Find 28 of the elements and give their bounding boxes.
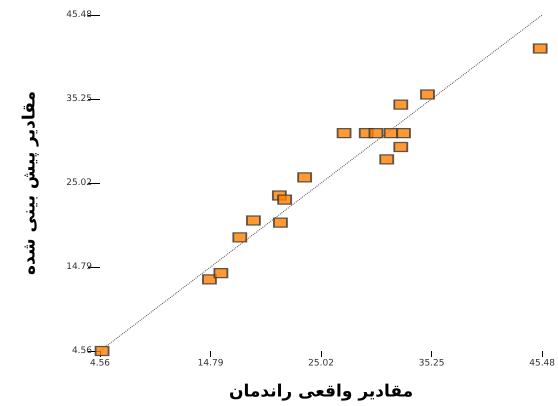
point (202, 274, 217, 285)
x-tick-label: 35.25 (418, 358, 444, 368)
point (273, 217, 288, 228)
x-tick-label: 14.79 (198, 358, 224, 368)
x-tick-label: 25.02 (308, 358, 334, 368)
point (94, 346, 110, 356)
y-tick-label: 25.02 (66, 178, 92, 188)
point (394, 142, 408, 152)
point (246, 215, 261, 226)
point (277, 194, 292, 205)
point (368, 128, 384, 138)
point (420, 89, 435, 100)
point (380, 154, 394, 165)
point (532, 43, 548, 54)
point (394, 99, 408, 110)
x-tick-label: 4.56 (90, 358, 110, 368)
y-axis-title: مقادیر پیش بینی شده (20, 91, 40, 275)
point (214, 268, 228, 278)
point (232, 232, 248, 243)
y-tick-label: 45.48 (66, 10, 92, 20)
point (336, 128, 352, 138)
y-tick-label: 4.56 (72, 346, 92, 356)
y-tick-label: 35.25 (66, 94, 92, 104)
x-axis-title: مقادیر واقعی راندمان (228, 382, 414, 402)
point (297, 172, 312, 183)
y-tick-label: 14.79 (66, 262, 92, 272)
x-tick-label: 45.48 (529, 358, 556, 368)
point (396, 128, 411, 138)
